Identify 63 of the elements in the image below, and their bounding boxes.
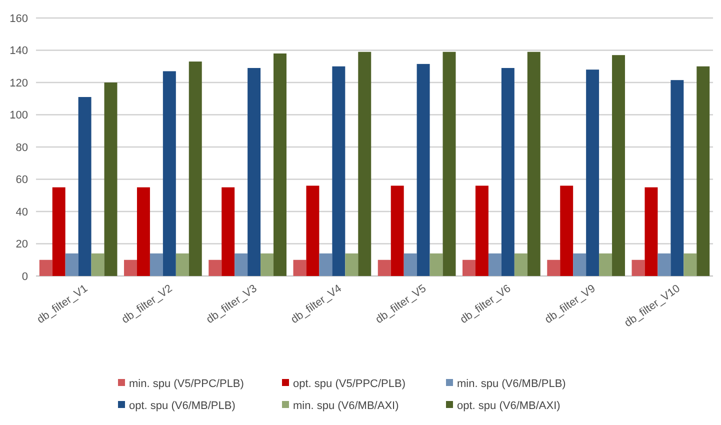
bar: [188, 62, 202, 276]
bar: [475, 186, 488, 276]
bar: [501, 68, 514, 276]
bar: [670, 80, 684, 276]
bar: [404, 253, 417, 276]
bar: [514, 253, 528, 276]
bar: [91, 253, 104, 276]
y-tick-label: 0: [22, 270, 28, 283]
bar: [306, 186, 320, 276]
bar: [65, 253, 78, 276]
bar: [293, 260, 306, 276]
bar: [208, 260, 222, 276]
bar: [547, 260, 560, 276]
y-tick-label: 80: [16, 142, 28, 154]
legend-label: opt. spu (V6/MB/AXI): [457, 400, 560, 412]
bar: [222, 187, 235, 276]
legend-label: opt. spu (V5/PPC/PLB): [293, 378, 406, 390]
bar: [430, 253, 443, 276]
y-tick-label: 120: [10, 77, 28, 90]
bar: [162, 71, 176, 276]
legend-label: min. spu (V6/MB/AXI): [293, 400, 399, 412]
bar: [416, 64, 430, 276]
y-tick-label: 40: [16, 206, 28, 218]
bar: [104, 82, 118, 276]
bar: [345, 253, 358, 276]
bar: [150, 253, 163, 276]
y-tick-label: 100: [10, 110, 28, 122]
bar: [260, 253, 274, 276]
y-tick-label: 20: [16, 238, 28, 251]
bar: [644, 187, 658, 276]
bar: [632, 260, 645, 276]
bar: [176, 253, 189, 276]
bar: [442, 52, 456, 276]
bar: [684, 253, 697, 276]
bar: [488, 253, 502, 276]
bar: [234, 253, 248, 276]
y-tick-label: 140: [10, 45, 28, 58]
bar: [527, 52, 540, 276]
bar: [319, 253, 332, 276]
bar: [462, 260, 476, 276]
y-tick-label: 160: [10, 12, 28, 25]
legend-label: opt. spu (V6/MB/PLB): [129, 400, 236, 412]
y-tick-label: 60: [16, 174, 28, 186]
bar: [612, 55, 625, 276]
bar: [560, 186, 574, 276]
bar: [248, 68, 261, 276]
bar: [358, 52, 372, 276]
bar: [78, 97, 92, 276]
bar: [39, 260, 52, 276]
bar: [390, 186, 404, 276]
bar: [52, 187, 66, 276]
bar: [136, 187, 150, 276]
bar: [573, 253, 586, 276]
bar: [378, 260, 391, 276]
bar: [696, 66, 710, 276]
bar: [332, 66, 346, 276]
bar: [274, 53, 286, 276]
bar: [658, 253, 671, 276]
bar: [124, 260, 137, 276]
legend-label: min. spu (V6/MB/PLB): [457, 378, 566, 390]
legend-label: min. spu (V5/PPC/PLB): [129, 378, 244, 390]
bar: [586, 70, 600, 276]
bar: [599, 253, 612, 276]
